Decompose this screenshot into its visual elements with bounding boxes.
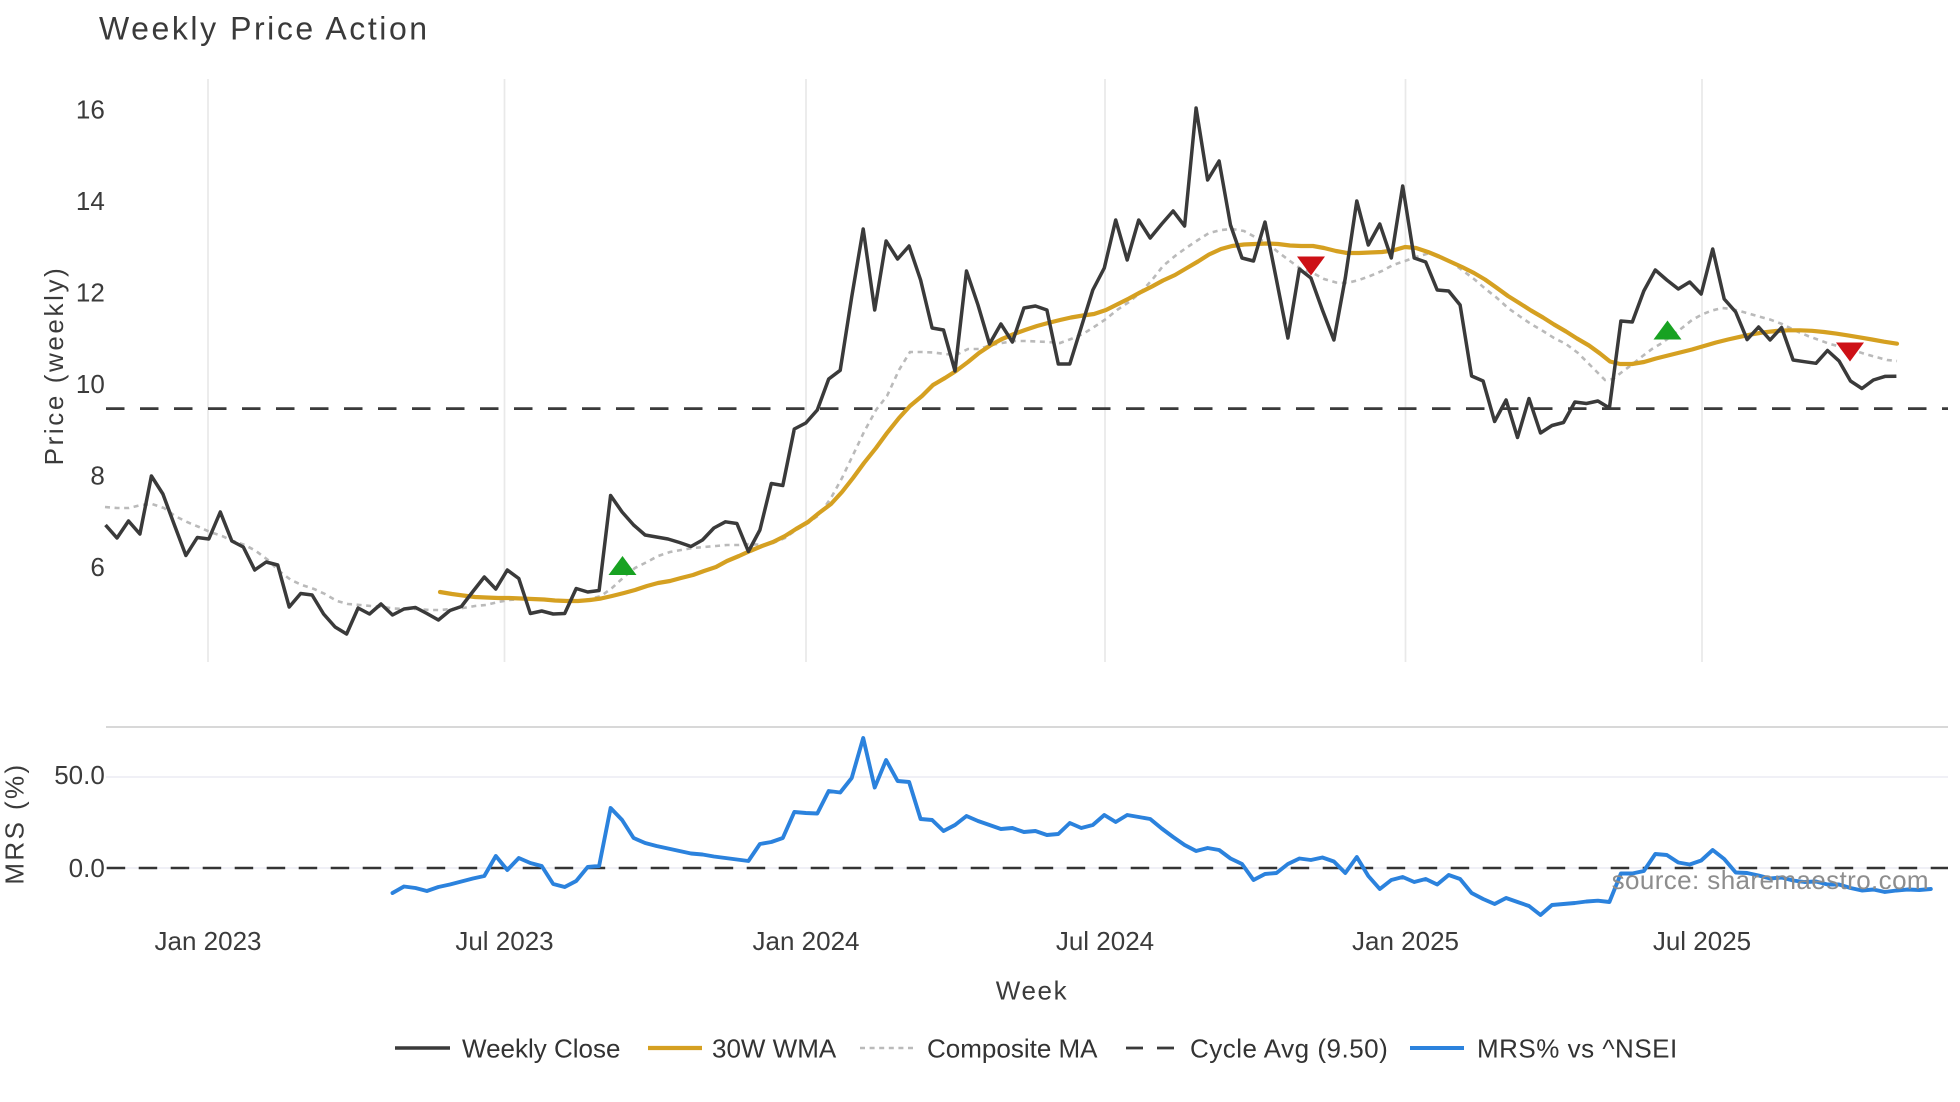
svg-text:8: 8 bbox=[90, 460, 104, 490]
svg-text:Jul 2024: Jul 2024 bbox=[1056, 926, 1154, 956]
svg-text:Week: Week bbox=[996, 975, 1068, 1005]
svg-text:Weekly Close: Weekly Close bbox=[462, 1033, 620, 1063]
svg-text:50.0: 50.0 bbox=[54, 760, 105, 790]
svg-text:Price (weekly): Price (weekly) bbox=[39, 266, 69, 466]
svg-text:Jan 2024: Jan 2024 bbox=[753, 926, 860, 956]
svg-text:16: 16 bbox=[76, 94, 105, 124]
svg-text:14: 14 bbox=[76, 186, 105, 216]
svg-text:12: 12 bbox=[76, 277, 105, 307]
svg-text:6: 6 bbox=[90, 552, 104, 582]
svg-text:0.0: 0.0 bbox=[69, 853, 105, 883]
svg-text:MRS (%): MRS (%) bbox=[0, 762, 30, 884]
svg-text:Jul 2025: Jul 2025 bbox=[1653, 926, 1751, 956]
svg-text:Jan 2023: Jan 2023 bbox=[155, 926, 262, 956]
svg-text:MRS% vs ^NSEI: MRS% vs ^NSEI bbox=[1477, 1033, 1678, 1063]
svg-text:30W WMA: 30W WMA bbox=[712, 1033, 837, 1063]
svg-text:Weekly Price Action: Weekly Price Action bbox=[99, 11, 430, 47]
svg-text:10: 10 bbox=[76, 369, 105, 399]
svg-text:Composite MA: Composite MA bbox=[927, 1033, 1098, 1063]
svg-text:Jan 2025: Jan 2025 bbox=[1352, 926, 1459, 956]
svg-text:Jul 2023: Jul 2023 bbox=[455, 926, 553, 956]
svg-text:Cycle Avg (9.50): Cycle Avg (9.50) bbox=[1190, 1033, 1388, 1063]
svg-text:source: sharemaestro.com: source: sharemaestro.com bbox=[1612, 865, 1929, 895]
